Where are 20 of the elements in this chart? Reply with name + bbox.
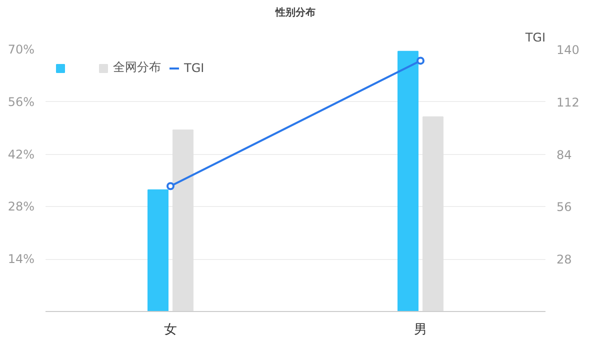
y-tick-label: 70% xyxy=(8,42,34,56)
bar xyxy=(398,50,418,312)
y2-tick-label: 56 xyxy=(556,200,572,214)
y-tick-label: 14% xyxy=(8,252,34,266)
x-tick-label: 男 xyxy=(414,322,427,338)
y2-axis-title: TGI xyxy=(524,30,546,44)
bar xyxy=(148,189,168,312)
y-tick-label: 28% xyxy=(8,200,34,214)
bar xyxy=(172,129,194,312)
y-tick-label: 56% xyxy=(8,94,34,109)
y2-tick-label: 140 xyxy=(556,43,580,57)
bar xyxy=(422,116,444,312)
y2-tick-label: 84 xyxy=(556,148,572,162)
y-tick-label: 42% xyxy=(8,147,34,162)
x-tick-label: 女 xyxy=(164,322,177,338)
legend-label: TGI xyxy=(184,60,204,74)
y2-tick-label: 112 xyxy=(556,95,580,110)
chart-title: 性别分布 xyxy=(274,6,316,18)
legend-label: 全网分布 xyxy=(113,59,161,76)
y2-tick-label: 28 xyxy=(556,252,572,267)
